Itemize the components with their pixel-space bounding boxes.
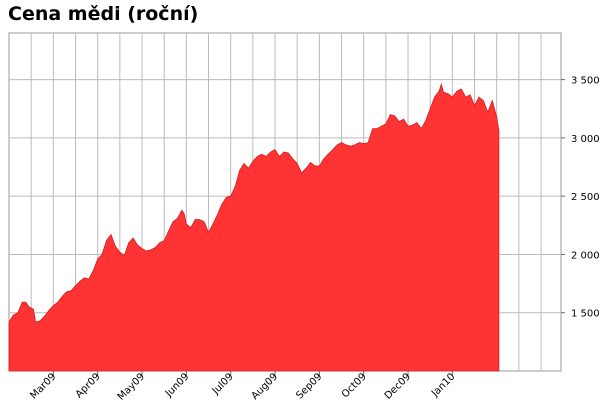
area-series <box>8 82 500 372</box>
x-tick-label: Jan10 <box>429 371 457 399</box>
x-tick-label: Aug09 <box>250 371 281 402</box>
x-tick-label: Apr09 <box>74 371 103 400</box>
x-axis: Mar09 Apr09 May09 Jun09 Jul09 Aug09 Sep09 Oct09… <box>28 371 457 403</box>
y-tick-label: 2 000 <box>571 250 600 261</box>
y-tick-label: 2 500 <box>571 192 600 203</box>
x-tick-label: Dec09 <box>383 371 413 401</box>
y-tick-label: 1 500 <box>571 309 600 320</box>
chart-title: Cena mědi (roční) <box>8 3 199 25</box>
y-tick-label: 3 500 <box>571 76 600 87</box>
x-tick-label: Sep09 <box>294 371 324 401</box>
x-tick-label: Jul09 <box>210 371 236 397</box>
price-area <box>8 82 500 372</box>
x-tick-label: Mar09 <box>28 371 58 401</box>
y-tick-label: 3 000 <box>571 134 600 145</box>
y-axis: 1 500 2 000 2 500 3 000 3 500 <box>561 76 600 320</box>
x-tick-label: Jun09 <box>163 371 192 400</box>
x-tick-label: May09 <box>116 371 147 402</box>
x-tick-label: Oct09 <box>340 371 369 400</box>
